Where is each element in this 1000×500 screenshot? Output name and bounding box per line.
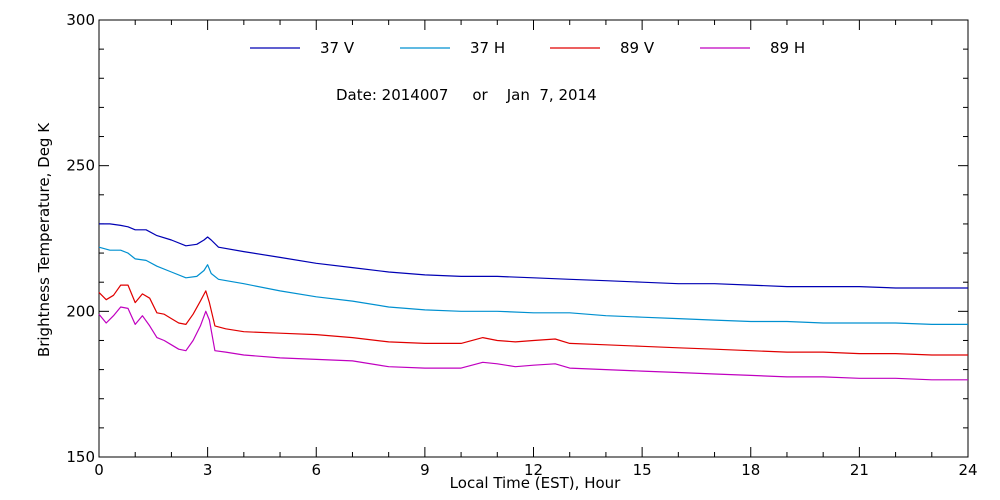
- series-line-89-v: [98, 284, 968, 356]
- y-tick-label: 250: [66, 157, 95, 175]
- x-tick-label: 9: [420, 461, 430, 479]
- y-tick-label: 150: [66, 448, 95, 466]
- x-tick-label: 12: [524, 461, 543, 479]
- series-line-37-h: [98, 246, 968, 325]
- legend-label-89-v: 89 V: [620, 39, 655, 57]
- x-tick-label: 3: [203, 461, 213, 479]
- x-tick-label: 0: [94, 461, 104, 479]
- x-tick-label: 15: [633, 461, 652, 479]
- y-axis-title: Brightness Temperature, Deg K: [35, 122, 53, 357]
- series-line-89-h: [98, 306, 968, 381]
- y-tick-label: 300: [66, 11, 95, 29]
- y-tick-label: 200: [66, 302, 95, 320]
- date-annotation: Date: 2014007 or Jan 7, 2014: [336, 86, 597, 104]
- x-tick-label: 6: [311, 461, 321, 479]
- x-tick-label: 21: [850, 461, 869, 479]
- x-tick-label: 24: [958, 461, 977, 479]
- legend-label-37-v: 37 V: [320, 39, 355, 57]
- series-line-37-v: [99, 223, 968, 289]
- axes: 0 3 6 9 12 15 18 21 24 150 200 250 300: [66, 11, 977, 479]
- series-group: [98, 223, 968, 381]
- legend-label-37-h: 37 H: [470, 39, 505, 57]
- x-tick-label: 18: [741, 461, 760, 479]
- legend: 37 V 37 H 89 V 89 H: [250, 39, 805, 57]
- legend-label-89-h: 89 H: [770, 39, 805, 57]
- x-axis-title: Local Time (EST), Hour: [450, 474, 621, 492]
